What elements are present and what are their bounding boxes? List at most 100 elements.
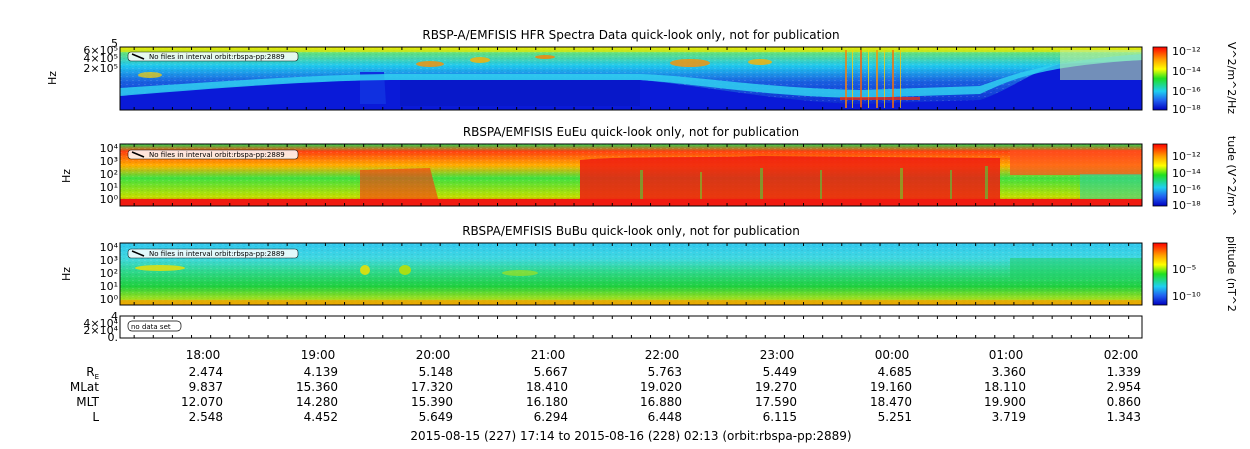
panel4-yaxis: 4 4×10⁴ 2×10⁴ 0. (83, 310, 118, 344)
ephemeris-value: 0.860 (1107, 395, 1141, 409)
ephemeris-value: 5.251 (878, 410, 912, 424)
ephemeris-value: 12.070 (181, 395, 223, 409)
svg-text:No files in interval orbit:rbs: No files in interval orbit:rbspa-pp:2889 (149, 250, 285, 258)
ephemeris-row-label: MLT (76, 395, 99, 409)
ephemeris-value: 4.685 (878, 365, 912, 379)
ephemeris-value: 19.020 (640, 380, 682, 394)
y-tick: 10² (100, 267, 118, 280)
ephemeris-row-label: MLat (70, 380, 99, 394)
ephemeris-value: 14.280 (296, 395, 338, 409)
ephemeris-value: 18.110 (984, 380, 1026, 394)
panel1-annotation: No files in interval orbit:rbspa-pp:2889 (127, 51, 299, 62)
y-tick: 10¹ (100, 280, 118, 293)
ephemeris-table: RE 2.474 4.139 5.148 5.667 5.763 5.449 4.685 3.3… (70, 365, 1141, 424)
svg-text:10⁻⁵: 10⁻⁵ (1172, 263, 1196, 276)
ephemeris-value: 19.160 (870, 380, 912, 394)
y-tick: 10³ (100, 155, 118, 168)
ephemeris-value: 5.649 (419, 410, 453, 424)
svg-text:10⁻¹²: 10⁻¹² (1172, 150, 1201, 163)
y-tick: 4×10⁵ (83, 52, 118, 65)
panel1-spectrogram (120, 47, 1142, 110)
svg-text:10⁻¹⁰: 10⁻¹⁰ (1172, 290, 1201, 303)
x-tick-marks (133, 47, 1130, 338)
svg-text:No files in interval orbit:rbs: No files in interval orbit:rbspa-pp:2889 (149, 151, 285, 159)
time-label: 01:00 (989, 348, 1024, 362)
ephemeris-value: 4.139 (304, 365, 338, 379)
time-label: 00:00 (875, 348, 910, 362)
time-label: 20:00 (416, 348, 451, 362)
ephemeris-value: 15.390 (411, 395, 453, 409)
svg-text:tude (V^2/m^: tude (V^2/m^ (1225, 136, 1238, 216)
ephemeris-value: 6.294 (534, 410, 568, 424)
y-tick: 10¹ (100, 181, 118, 194)
svg-text:10⁻¹⁴: 10⁻¹⁴ (1172, 65, 1201, 78)
y-tick: 10⁴ (100, 241, 119, 254)
y-tick: 6×10⁵ (83, 44, 118, 57)
ephemeris-value: 2.548 (189, 410, 223, 424)
panel2-title: RBSPA/EMFISIS EuEu quick-look only, not … (463, 125, 799, 139)
ephemeris-value: 2.474 (189, 365, 223, 379)
panel2-colorbar: 10⁻¹² 10⁻¹⁴ 10⁻¹⁶ 10⁻¹⁸ tude (V^2/m^ (1152, 136, 1238, 216)
svg-text:plitude (nT^2: plitude (nT^2 (1225, 236, 1238, 312)
y-tick: 10⁰ (100, 193, 119, 206)
ephemeris-value: 18.410 (526, 380, 568, 394)
time-label: 18:00 (186, 348, 221, 362)
panel4-annotation: no data set (127, 320, 182, 332)
svg-text:10⁻¹⁴: 10⁻¹⁴ (1172, 167, 1201, 180)
ephemeris-value: 17.590 (755, 395, 797, 409)
ephemeris-value: 18.470 (870, 395, 912, 409)
ephemeris-value: 6.115 (763, 410, 797, 424)
y-tick: 10⁰ (100, 293, 119, 306)
panel1-colorbar: 10⁻¹² 10⁻¹⁴ 10⁻¹⁶ 10⁻¹⁸ V^2/m^2/Hz (1152, 42, 1238, 116)
svg-text:10⁻¹⁶: 10⁻¹⁶ (1172, 85, 1201, 98)
time-label: 21:00 (531, 348, 566, 362)
ephemeris-value: 5.449 (763, 365, 797, 379)
ephemeris-value: 19.270 (755, 380, 797, 394)
panel1-title: RBSP-A/EMFISIS HFR Spectra Data quick-lo… (422, 28, 839, 42)
time-label: 22:00 (645, 348, 680, 362)
svg-text:V^2/m^2/Hz: V^2/m^2/Hz (1225, 42, 1238, 114)
svg-text:10⁻¹²: 10⁻¹² (1172, 45, 1201, 58)
y-tick: 2×10⁵ (83, 62, 118, 75)
y-tick: 4 (111, 310, 118, 323)
ephemeris-row-label: L (92, 410, 99, 424)
time-label: 02:00 (1104, 348, 1139, 362)
panel2-annotation: No files in interval orbit:rbspa-pp:2889 (127, 149, 299, 160)
y-tick: 0. (108, 331, 119, 344)
svg-text:no data set: no data set (131, 323, 171, 331)
panel3-title: RBSPA/EMFISIS BuBu quick-look only, not … (462, 224, 800, 238)
panel3-yaxis: 10⁴ 10³ 10² 10¹ 10⁰ Hz (60, 241, 119, 306)
ephemeris-value: 17.320 (411, 380, 453, 394)
y-label: Hz (46, 71, 59, 85)
ephemeris-value: 16.880 (640, 395, 682, 409)
y-label: Hz (60, 169, 73, 183)
ephemeris-value: 9.837 (189, 380, 223, 394)
ephemeris-value: 15.360 (296, 380, 338, 394)
svg-text:10⁻¹⁸: 10⁻¹⁸ (1172, 199, 1201, 212)
ephemeris-value: 1.339 (1107, 365, 1141, 379)
ephemeris-value: 4.452 (304, 410, 338, 424)
ephemeris-value: 5.667 (534, 365, 568, 379)
panel2-yaxis: 10⁴ 10³ 10² 10¹ 10⁰ Hz (60, 142, 119, 206)
time-label: 23:00 (760, 348, 795, 362)
ephemeris-value: 5.148 (419, 365, 453, 379)
svg-text:10⁻¹⁶: 10⁻¹⁶ (1172, 183, 1201, 196)
panel4-plot (119, 315, 1143, 339)
ephemeris-value: 1.343 (1107, 410, 1141, 424)
ephemeris-value: 19.900 (984, 395, 1026, 409)
ephemeris-value: 5.763 (648, 365, 682, 379)
svg-text:No files in interval orbit:rbs: No files in interval orbit:rbspa-pp:2889 (149, 53, 285, 61)
ephemeris-value: 2.954 (1107, 380, 1141, 394)
panel1-yaxis: 5 6×10⁵ 4×10⁵ 2×10⁵ Hz (46, 37, 118, 85)
footer-time-range: 2015-08-15 (227) 17:14 to 2015-08-16 (22… (410, 429, 851, 443)
y-tick: 10³ (100, 254, 118, 267)
panel3-colorbar: 10⁻⁵ 10⁻¹⁰ plitude (nT^2 (1152, 236, 1238, 312)
ephemeris-row-label: RE (86, 365, 99, 381)
svg-text:10⁻¹⁸: 10⁻¹⁸ (1172, 103, 1201, 116)
y-tick: 2×10⁴ (83, 324, 118, 337)
y-tick: 10² (100, 168, 118, 181)
y-tick: 4×10⁴ (83, 317, 118, 330)
time-label: 19:00 (301, 348, 336, 362)
time-axis-labels: 18:00 19:00 20:00 21:00 22:00 23:00 00:00 01:00… (186, 348, 1139, 362)
